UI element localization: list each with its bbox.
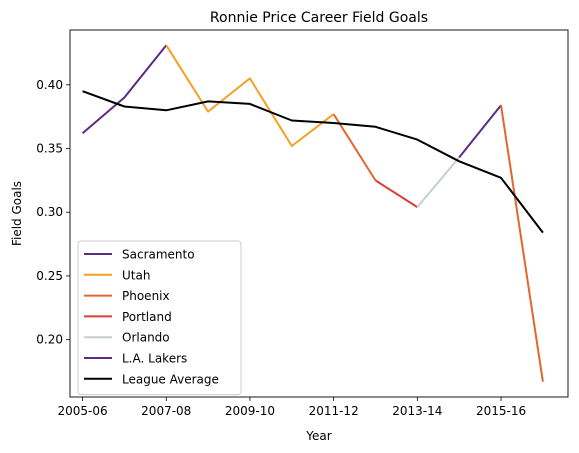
series-lines (81, 44, 544, 382)
x-axis: 2005-06 2007-08 2009-10 2011-12 2013-14 2015-… (57, 397, 526, 418)
series-line-orlando (416, 156, 460, 208)
x-tick-label: 2007-08 (141, 404, 191, 418)
y-tick-label: 0.25 (36, 269, 63, 283)
x-tick-label: 2009-10 (225, 404, 275, 418)
legend-label: Orlando (122, 331, 170, 345)
series-line-league-average (82, 90, 544, 234)
plot-area (69, 29, 569, 398)
legend-label: L.A. Lakers (122, 352, 187, 366)
legend-label: Sacramento (122, 248, 195, 262)
legend-label: Utah (122, 268, 150, 282)
legend-box (77, 240, 242, 396)
y-tick-label: 0.30 (36, 205, 63, 219)
series-line-utah (165, 44, 335, 147)
x-axis-label: Year (305, 429, 331, 443)
legend-label: Portland (122, 310, 172, 324)
series-line-phoenix (500, 105, 544, 382)
x-tick-label: 2011-12 (309, 404, 359, 418)
y-tick-label: 0.40 (36, 78, 63, 92)
series-line-portland (374, 179, 418, 208)
y-tick-label: 0.20 (36, 333, 63, 347)
series-line-phoenix (332, 113, 377, 181)
legend-label: League Average (122, 372, 219, 386)
chart-title: Ronnie Price Career Field Goals (210, 10, 428, 26)
y-axis-label: Field Goals (10, 181, 24, 246)
x-tick-label: 2015-16 (476, 404, 526, 418)
series-line-sacramento (81, 44, 168, 134)
x-tick-label: 2005-06 (57, 404, 107, 418)
series-line-l-a-lakers (458, 104, 502, 159)
x-tick-label: 2013-14 (392, 404, 442, 418)
legend: Sacramento Utah Phoenix Portland Orlando L.A.… (77, 240, 242, 396)
legend-label: Phoenix (122, 289, 170, 303)
y-tick-label: 0.35 (36, 142, 63, 156)
y-axis: 0.20 0.25 0.30 0.35 0.40 (36, 78, 70, 347)
